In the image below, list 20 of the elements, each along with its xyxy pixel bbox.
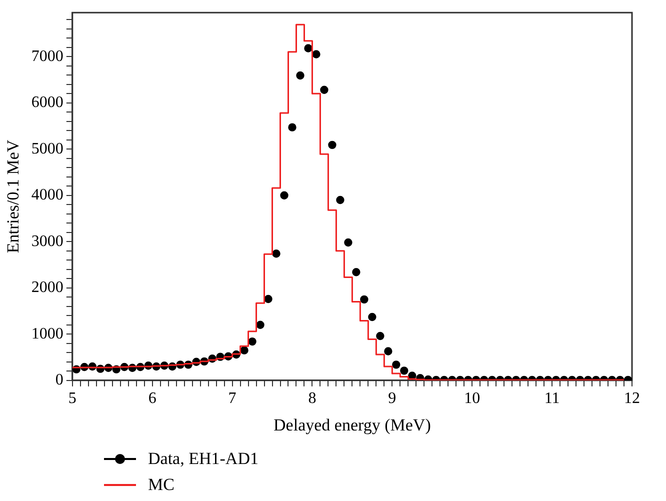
y-axis-title: Entries/0.1 MeV: [4, 139, 23, 254]
x-tick-label: 8: [308, 390, 316, 408]
x-tick-label: 6: [148, 390, 156, 408]
y-tick-label: 0: [55, 372, 64, 389]
y-tick-label: 7000: [31, 48, 64, 65]
x-tick-label: 11: [544, 390, 560, 408]
y-tick-label: 4000: [31, 186, 64, 204]
x-axis-title: Delayed energy (MeV): [274, 415, 431, 434]
x-tick-label: 9: [388, 390, 396, 408]
legend-label: MC: [148, 475, 174, 495]
x-tick-label: 7: [228, 390, 236, 408]
y-tick-label: 6000: [31, 94, 64, 112]
y-tick-label: 3000: [31, 232, 64, 250]
x-tick-label: 10: [464, 390, 480, 408]
x-tick-label: 12: [624, 390, 640, 408]
x-tick-label: 5: [68, 390, 76, 408]
y-tick-label: 5000: [31, 140, 64, 158]
legend-label: Data, EH1-AD1: [148, 449, 258, 469]
y-tick-label: 2000: [31, 279, 64, 296]
y-tick-label: 1000: [31, 325, 64, 342]
